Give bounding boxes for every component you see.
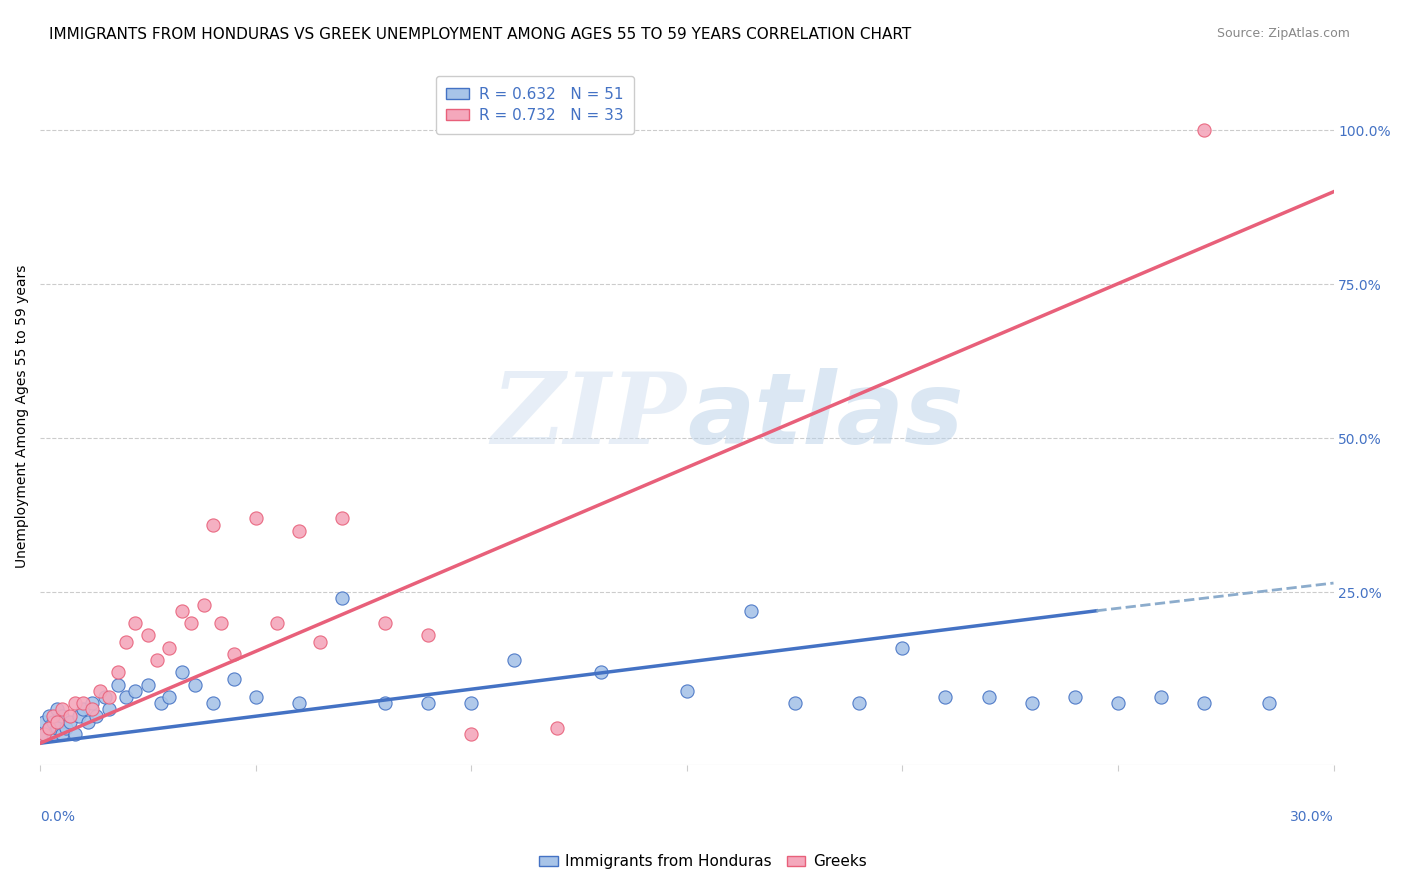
- Point: [145, 653, 167, 667]
- Legend: R = 0.632   N = 51, R = 0.732   N = 33: R = 0.632 N = 51, R = 0.732 N = 33: [436, 76, 634, 134]
- Point: [51, 708, 73, 723]
- Y-axis label: Unemployment Among Ages 55 to 59 years: Unemployment Among Ages 55 to 59 years: [15, 265, 30, 568]
- Point: [184, 678, 207, 692]
- Point: [42, 727, 65, 741]
- Point: [891, 640, 914, 655]
- Point: [1150, 690, 1173, 704]
- Point: [63, 696, 86, 710]
- Point: [51, 702, 73, 716]
- Point: [34, 727, 56, 741]
- Point: [330, 591, 353, 606]
- Point: [1021, 696, 1043, 710]
- Point: [72, 702, 94, 716]
- Point: [34, 714, 56, 729]
- Point: [42, 708, 65, 723]
- Point: [89, 684, 111, 698]
- Point: [1063, 690, 1085, 704]
- Point: [46, 714, 69, 729]
- Point: [245, 690, 267, 704]
- Point: [124, 684, 146, 698]
- Point: [38, 721, 60, 735]
- Point: [107, 678, 129, 692]
- Point: [503, 653, 526, 667]
- Point: [46, 721, 69, 735]
- Point: [193, 598, 215, 612]
- Point: [288, 524, 311, 538]
- Point: [740, 604, 762, 618]
- Point: [209, 616, 232, 631]
- Point: [38, 721, 60, 735]
- Point: [1192, 696, 1215, 710]
- Point: [783, 696, 806, 710]
- Point: [115, 690, 138, 704]
- Point: [675, 684, 697, 698]
- Point: [46, 702, 69, 716]
- Point: [418, 696, 440, 710]
- Point: [80, 702, 103, 716]
- Point: [115, 634, 138, 648]
- Text: atlas: atlas: [686, 368, 963, 465]
- Point: [460, 696, 482, 710]
- Point: [374, 696, 396, 710]
- Point: [546, 721, 568, 735]
- Point: [418, 628, 440, 642]
- Point: [42, 714, 65, 729]
- Point: [98, 690, 121, 704]
- Point: [63, 727, 86, 741]
- Point: [136, 628, 159, 642]
- Point: [934, 690, 956, 704]
- Point: [589, 665, 612, 680]
- Point: [1107, 696, 1129, 710]
- Point: [1257, 696, 1279, 710]
- Text: IMMIGRANTS FROM HONDURAS VS GREEK UNEMPLOYMENT AMONG AGES 55 TO 59 YEARS CORRELA: IMMIGRANTS FROM HONDURAS VS GREEK UNEMPL…: [49, 27, 911, 42]
- Point: [1192, 123, 1215, 137]
- Point: [72, 696, 94, 710]
- Point: [224, 672, 246, 686]
- Point: [374, 616, 396, 631]
- Point: [124, 616, 146, 631]
- Point: [180, 616, 202, 631]
- Point: [245, 511, 267, 525]
- Point: [201, 517, 224, 532]
- Point: [330, 511, 353, 525]
- Point: [59, 708, 82, 723]
- Point: [76, 714, 98, 729]
- Point: [201, 696, 224, 710]
- Point: [288, 696, 311, 710]
- Point: [38, 708, 60, 723]
- Point: [159, 640, 181, 655]
- Text: 30.0%: 30.0%: [1289, 810, 1333, 824]
- Point: [266, 616, 288, 631]
- Point: [98, 702, 121, 716]
- Point: [67, 708, 90, 723]
- Point: [460, 727, 482, 741]
- Point: [94, 690, 117, 704]
- Point: [136, 678, 159, 692]
- Point: [51, 727, 73, 741]
- Point: [172, 665, 194, 680]
- Point: [159, 690, 181, 704]
- Point: [80, 696, 103, 710]
- Point: [172, 604, 194, 618]
- Point: [84, 708, 107, 723]
- Text: Source: ZipAtlas.com: Source: ZipAtlas.com: [1216, 27, 1350, 40]
- Point: [55, 721, 77, 735]
- Point: [848, 696, 870, 710]
- Legend: Immigrants from Honduras, Greeks: Immigrants from Honduras, Greeks: [533, 848, 873, 875]
- Point: [34, 727, 56, 741]
- Point: [107, 665, 129, 680]
- Point: [224, 647, 246, 661]
- Point: [59, 714, 82, 729]
- Point: [977, 690, 1000, 704]
- Point: [149, 696, 172, 710]
- Point: [309, 634, 332, 648]
- Text: ZIP: ZIP: [492, 368, 686, 465]
- Text: 0.0%: 0.0%: [41, 810, 75, 824]
